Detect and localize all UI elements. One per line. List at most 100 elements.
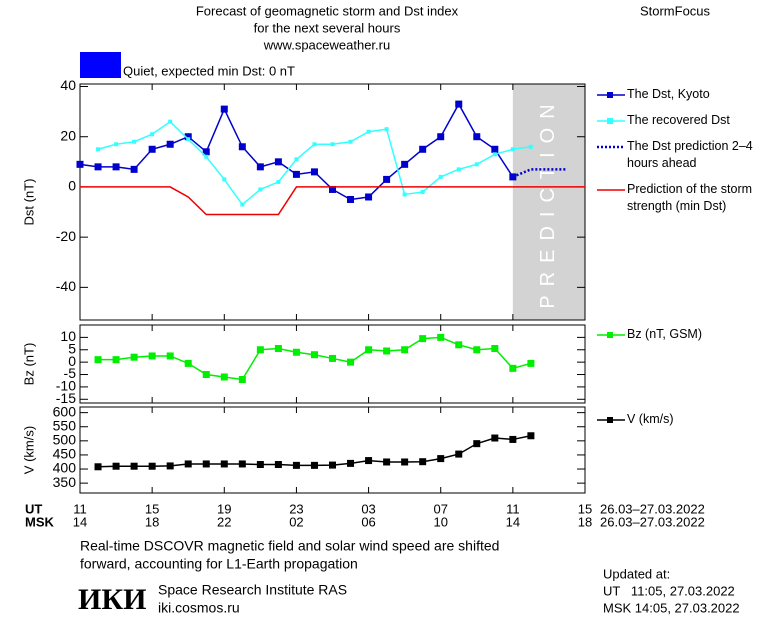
data-point xyxy=(256,346,264,354)
x-tick-label: 11 xyxy=(506,501,520,516)
x-tick-label: 07 xyxy=(433,501,447,516)
data-point xyxy=(184,133,192,141)
data-point xyxy=(329,461,336,469)
y-axis-label: Bz (nT) xyxy=(21,343,36,386)
x-tick-label: 06 xyxy=(361,514,375,529)
data-point xyxy=(166,352,174,360)
legend-marker xyxy=(597,417,625,423)
data-point xyxy=(455,341,463,349)
date-range: 26.03–27.03.2022 xyxy=(600,501,705,516)
series-line xyxy=(97,120,531,206)
legend-marker xyxy=(597,189,625,191)
data-point xyxy=(347,358,355,366)
data-point xyxy=(310,461,318,469)
x-tick-label: 18 xyxy=(578,514,592,529)
data-point xyxy=(510,147,515,152)
data-point xyxy=(132,139,137,144)
updated-line: UT 11:05, 27.03.2022 xyxy=(603,583,735,598)
y-tick-label: -10 xyxy=(56,378,76,394)
status-text: Quiet, expected min Dst: 0 nT xyxy=(123,63,295,78)
data-point xyxy=(76,160,84,168)
data-point xyxy=(184,460,192,468)
data-point xyxy=(438,174,443,179)
data-point xyxy=(383,175,391,183)
data-point xyxy=(383,347,391,355)
data-point xyxy=(473,346,481,354)
data-point xyxy=(220,460,228,468)
y-tick-label: 600 xyxy=(53,403,77,419)
x-tick-label: 22 xyxy=(217,514,231,529)
y-axis-label: Dst (nT) xyxy=(21,179,36,226)
data-point xyxy=(384,127,389,132)
y-tick-label: -5 xyxy=(64,365,77,381)
data-point xyxy=(491,145,499,153)
data-point xyxy=(527,359,535,367)
legend-entry: V (km/s) xyxy=(597,411,757,428)
data-point xyxy=(528,144,533,149)
legend-label: Bz (nT, GSM) xyxy=(627,327,703,341)
x-tick-label: 14 xyxy=(73,514,87,529)
data-point xyxy=(94,463,102,471)
data-point xyxy=(401,458,409,466)
data-point xyxy=(527,432,535,440)
data-point xyxy=(292,170,300,178)
legend-entry: Bz (nT, GSM) xyxy=(597,326,757,343)
y-tick-label: 20 xyxy=(60,127,76,143)
data-point xyxy=(456,167,461,172)
x-tick-label: 10 xyxy=(433,514,447,529)
data-point xyxy=(222,177,227,182)
data-point xyxy=(256,461,264,469)
data-point xyxy=(312,142,317,147)
data-point xyxy=(437,133,445,141)
x-tick-label: 23 xyxy=(289,501,303,516)
data-point xyxy=(347,459,355,467)
legend: Bz (nT, GSM) xyxy=(597,326,757,352)
data-point xyxy=(419,458,427,466)
title-line: www.spaceweather.ru xyxy=(263,37,390,52)
data-point xyxy=(383,458,391,466)
data-point xyxy=(509,435,517,443)
y-tick-label: 0 xyxy=(68,178,76,194)
legend-entry: Prediction of the storm strength (min Ds… xyxy=(597,181,757,215)
prediction-region xyxy=(512,84,585,320)
legend-marker xyxy=(597,118,625,124)
legend-point xyxy=(607,92,613,98)
data-point xyxy=(401,160,409,168)
data-point xyxy=(419,335,427,343)
institute: Space Research Institute RAS xyxy=(158,582,347,598)
data-point xyxy=(437,455,445,463)
legend-entry: The Dst, Kyoto xyxy=(597,86,757,103)
prediction-label: PREDICTION xyxy=(537,95,559,308)
x-tick-label: 15 xyxy=(578,501,592,516)
y-tick-label: 350 xyxy=(53,474,77,490)
data-point xyxy=(347,195,355,203)
data-point xyxy=(348,139,353,144)
y-tick-label: 0 xyxy=(68,353,76,369)
data-point xyxy=(365,193,373,201)
data-point xyxy=(420,189,425,194)
y-tick-label: -20 xyxy=(56,228,76,244)
updated-line: Updated at: xyxy=(603,566,670,581)
data-point xyxy=(455,100,463,108)
data-point xyxy=(112,163,120,171)
legend-point xyxy=(607,332,613,338)
data-point xyxy=(94,163,102,171)
data-point xyxy=(491,345,499,353)
legend-label: The recovered Dst xyxy=(627,113,730,127)
ut-label: UT xyxy=(25,501,42,516)
y-tick-label: 500 xyxy=(53,432,77,448)
data-point xyxy=(202,148,210,156)
data-point xyxy=(148,145,156,153)
x-tick-label: 19 xyxy=(217,501,231,516)
x-tick-label: 11 xyxy=(73,501,87,516)
data-point xyxy=(94,356,102,364)
data-point xyxy=(292,348,300,356)
y-tick-label: -40 xyxy=(56,278,76,294)
x-tick-label: 15 xyxy=(145,501,159,516)
data-point xyxy=(473,440,481,448)
status-indicator xyxy=(80,52,121,78)
data-point xyxy=(366,129,371,134)
plot-frame xyxy=(79,324,586,404)
data-point xyxy=(130,353,138,361)
data-point xyxy=(168,119,173,124)
